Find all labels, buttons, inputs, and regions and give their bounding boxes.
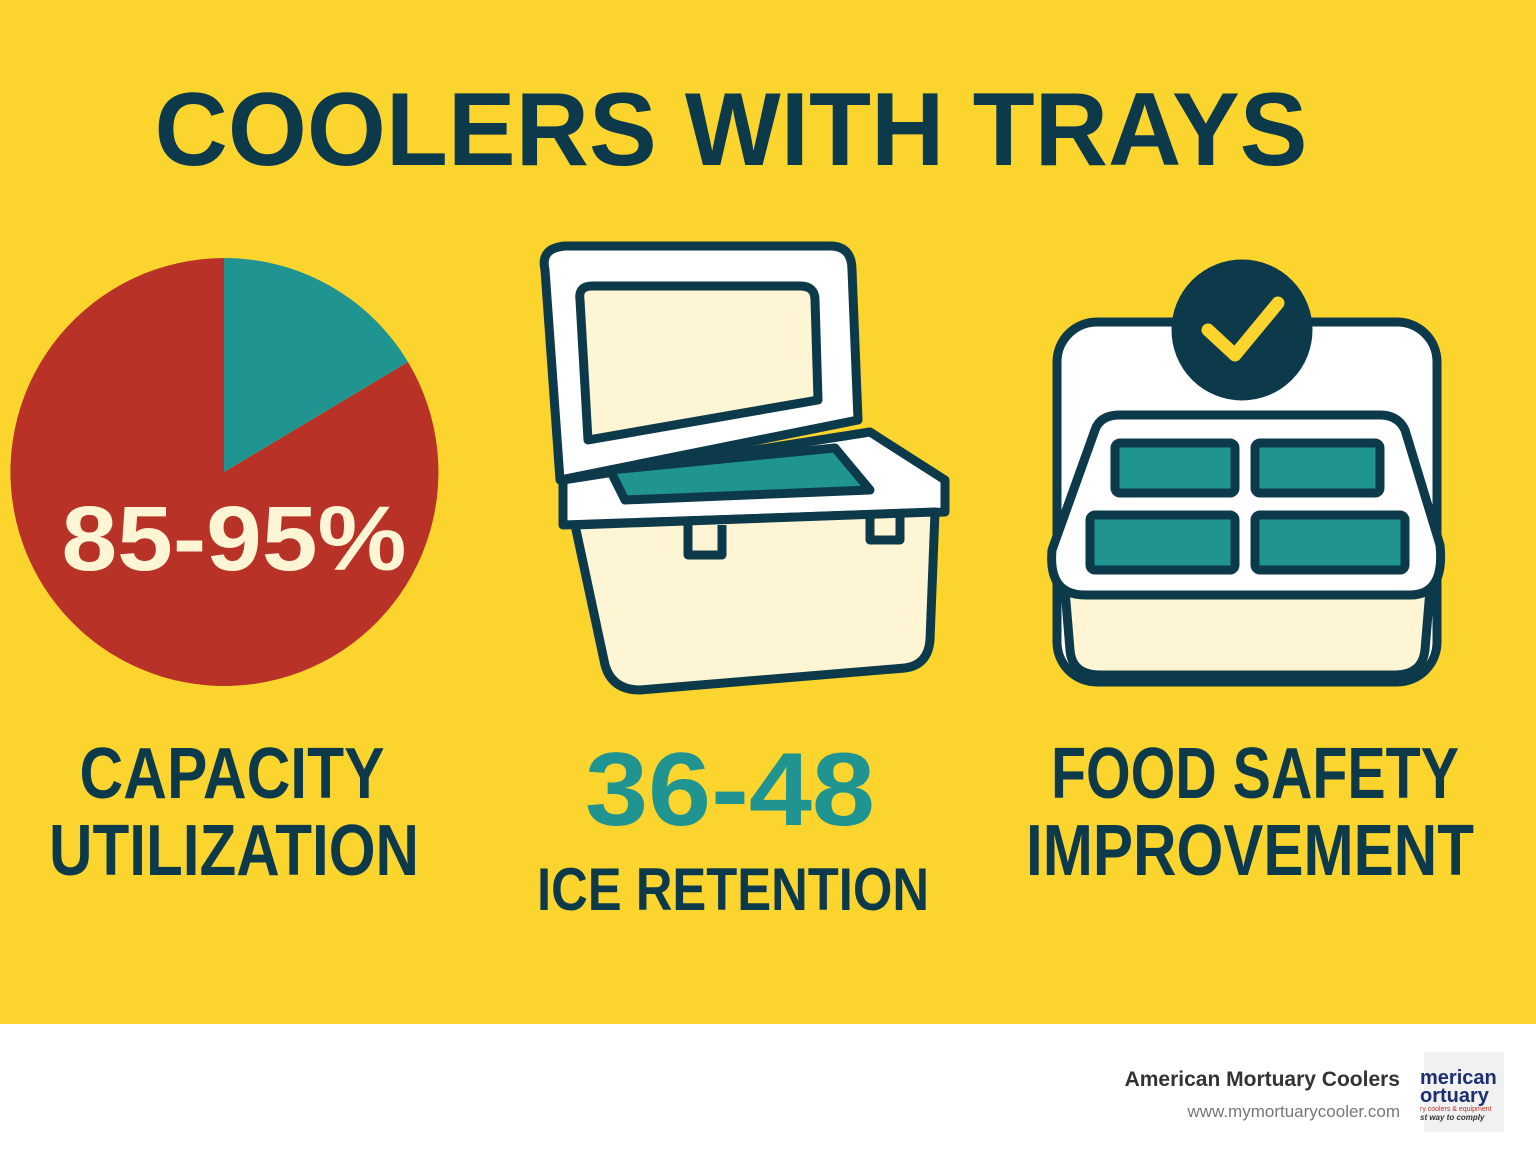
- stat: 85-95%: [62, 488, 407, 590]
- cooler-body: [570, 507, 940, 695]
- check-circle: [1171, 259, 1313, 401]
- tray-base: [1060, 585, 1435, 680]
- logo-text: ortuary: [1420, 1085, 1490, 1107]
- tray-icon: [1047, 259, 1446, 687]
- stat: 36-48: [585, 732, 875, 848]
- logo: merican ortuary ry coolers & equipment s…: [1420, 1052, 1504, 1132]
- check-mark: [1201, 296, 1285, 362]
- pie-graphic: [10, 257, 439, 686]
- tray-cell: [1250, 510, 1410, 575]
- pie-teal: [224, 257, 408, 472]
- tray-cell: [1250, 438, 1385, 498]
- label: FOOD SAFETY: [1051, 734, 1459, 814]
- logo-text: st way to comply: [1420, 1113, 1485, 1122]
- pie-red: [10, 258, 439, 686]
- label: CAPACITY: [80, 734, 385, 814]
- logo-text: merican: [1420, 1067, 1497, 1089]
- cooler-inside: [605, 443, 875, 505]
- label: IMPROVEMENT: [1026, 811, 1474, 891]
- title: COOLERS WITH TRAYS: [155, 72, 1308, 188]
- logo-text: ry coolers & equipment: [1420, 1106, 1492, 1113]
- tray-cell: [1085, 510, 1240, 575]
- tray-cell: [1110, 438, 1240, 498]
- cooler-latches: [683, 515, 905, 560]
- footer-band: [0, 1024, 1536, 1154]
- label: UTILIZATION: [49, 811, 419, 891]
- logo-box: [1424, 1052, 1504, 1132]
- cooler-icon: [539, 241, 950, 695]
- company-name: American Mortuary Coolers: [1125, 1068, 1400, 1091]
- label: ICE RETENTION: [537, 856, 929, 923]
- cooler-lid-inner: [575, 281, 823, 445]
- company-url: www.mymortuarycooler.com: [1186, 1102, 1400, 1121]
